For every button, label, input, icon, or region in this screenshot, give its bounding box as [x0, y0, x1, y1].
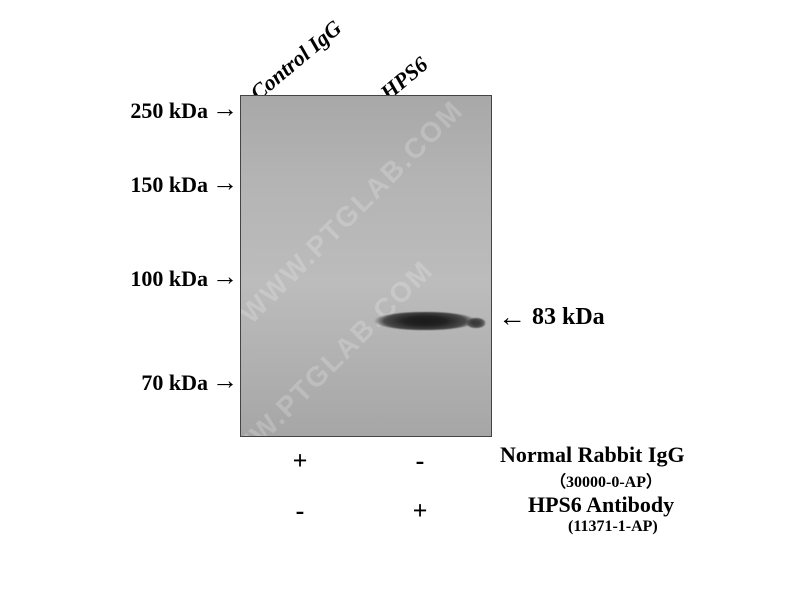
mw-arrow-150: → [212, 170, 238, 196]
row1-label: Normal Rabbit IgG [500, 442, 685, 468]
lane1-row1-sign: + [285, 446, 315, 476]
row2-label: HPS6 Antibody [528, 492, 674, 518]
row1-sublabel: （30000-0-AP） [550, 468, 662, 492]
detected-band [374, 312, 476, 330]
lane2-row1-sign: - [405, 446, 435, 476]
mw-arrow-100: → [212, 264, 238, 290]
mw-arrow-70: → [212, 368, 238, 394]
mw-label-250-text: 250 kDa [130, 98, 208, 123]
mw-label-70: 70 kDa [88, 370, 208, 396]
lane-header-control-text: Control IgG [245, 15, 346, 105]
mw-label-250: 250 kDa [88, 98, 208, 124]
mw-label-100: 100 kDa [88, 266, 208, 292]
western-blot-figure: Control IgG HPS6 WWW.PTGLAB.COM WWW.PTGL… [40, 10, 760, 590]
mw-label-150: 150 kDa [88, 172, 208, 198]
blot-membrane: WWW.PTGLAB.COM WWW.PTGLAB.COM [240, 95, 492, 437]
lane-header-control: Control IgG [245, 15, 346, 106]
lane1-row2-sign: - [285, 496, 315, 526]
mw-label-100-text: 100 kDa [130, 266, 208, 291]
detected-band-tail [466, 318, 486, 328]
mw-label-150-text: 150 kDa [130, 172, 208, 197]
band-label: 83 kDa [532, 304, 605, 331]
mw-label-70-text: 70 kDa [141, 370, 208, 395]
lane2-row2-sign: + [405, 496, 435, 526]
mw-arrow-250: → [212, 96, 238, 122]
band-arrow: ← [498, 304, 526, 332]
band-label-text: 83 kDa [532, 304, 605, 330]
row2-sublabel: (11371-1-AP) [568, 518, 658, 536]
